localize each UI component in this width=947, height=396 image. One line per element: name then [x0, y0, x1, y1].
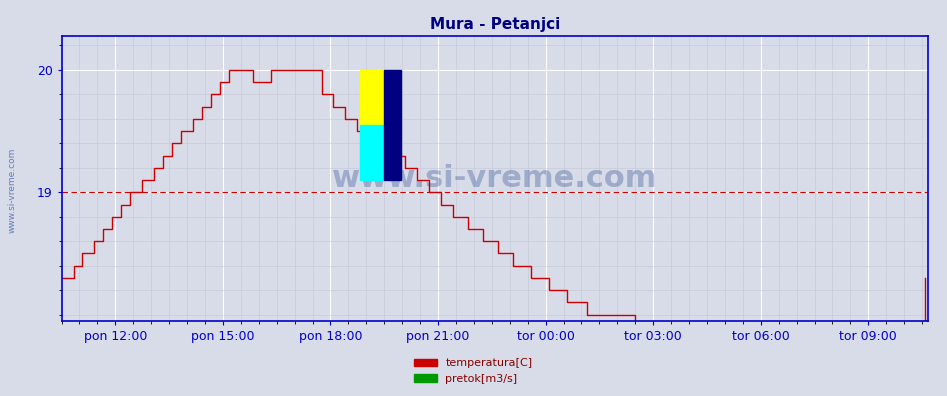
Legend: temperatura[C], pretok[m3/s]: temperatura[C], pretok[m3/s]	[410, 354, 537, 388]
Text: www.si-vreme.com: www.si-vreme.com	[8, 147, 17, 233]
Bar	[384, 70, 401, 180]
Bar	[361, 70, 384, 125]
Title: Mura - Petanjci: Mura - Petanjci	[430, 17, 560, 32]
Bar	[361, 125, 384, 180]
Text: www.si-vreme.com: www.si-vreme.com	[332, 164, 657, 193]
